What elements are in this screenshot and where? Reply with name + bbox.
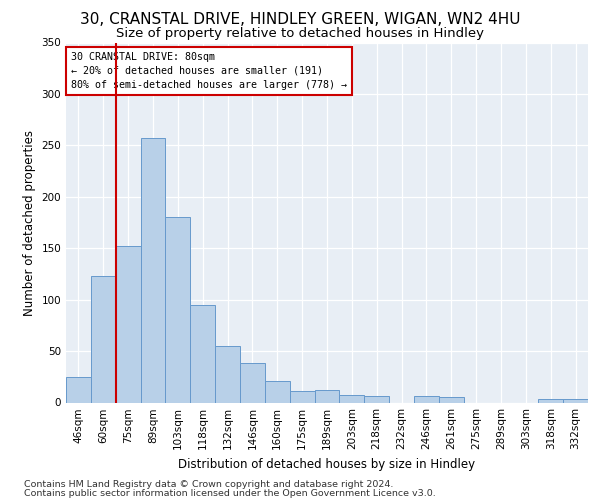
Bar	[364, 396, 389, 402]
Bar	[190, 305, 215, 402]
Bar	[91, 276, 116, 402]
Bar	[340, 396, 364, 402]
Bar	[439, 398, 464, 402]
Text: Size of property relative to detached houses in Hindley: Size of property relative to detached ho…	[116, 28, 484, 40]
Bar	[563, 400, 588, 402]
Bar	[140, 138, 166, 402]
Text: 30, CRANSTAL DRIVE, HINDLEY GREEN, WIGAN, WN2 4HU: 30, CRANSTAL DRIVE, HINDLEY GREEN, WIGAN…	[80, 12, 520, 28]
Text: Contains public sector information licensed under the Open Government Licence v3: Contains public sector information licen…	[24, 489, 436, 498]
Y-axis label: Number of detached properties: Number of detached properties	[23, 130, 36, 316]
Bar	[116, 246, 140, 402]
Bar	[538, 400, 563, 402]
Bar	[314, 390, 340, 402]
Bar	[66, 377, 91, 402]
Bar	[240, 364, 265, 403]
Bar	[166, 218, 190, 402]
Text: Contains HM Land Registry data © Crown copyright and database right 2024.: Contains HM Land Registry data © Crown c…	[24, 480, 394, 489]
X-axis label: Distribution of detached houses by size in Hindley: Distribution of detached houses by size …	[178, 458, 476, 471]
Bar	[265, 381, 290, 402]
Bar	[414, 396, 439, 402]
Bar	[215, 346, 240, 403]
Text: 30 CRANSTAL DRIVE: 80sqm
← 20% of detached houses are smaller (191)
80% of semi-: 30 CRANSTAL DRIVE: 80sqm ← 20% of detach…	[71, 52, 347, 90]
Bar	[290, 391, 314, 402]
